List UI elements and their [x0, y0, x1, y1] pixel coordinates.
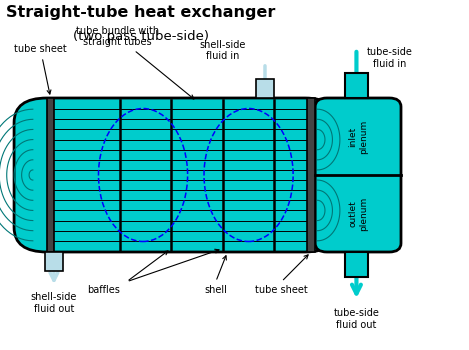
Text: shell: shell — [204, 285, 227, 295]
FancyBboxPatch shape — [315, 98, 401, 252]
FancyBboxPatch shape — [14, 98, 338, 252]
Bar — [345, 252, 368, 276]
Bar — [345, 74, 368, 98]
Bar — [307, 98, 315, 252]
Bar — [45, 252, 63, 271]
Text: tube sheet: tube sheet — [14, 44, 67, 94]
Text: tube bundle with
straight tubes: tube bundle with straight tubes — [76, 26, 194, 99]
Text: (two pass tube-side): (two pass tube-side) — [73, 30, 209, 43]
Text: outlet
plenum: outlet plenum — [348, 196, 368, 231]
Text: tube-side
fluid in: tube-side fluid in — [366, 47, 412, 69]
Text: baffles: baffles — [87, 285, 120, 295]
Text: shell-side
fluid out: shell-side fluid out — [31, 292, 77, 314]
Bar — [256, 79, 274, 98]
Text: Straight-tube heat exchanger: Straight-tube heat exchanger — [6, 5, 275, 20]
Text: tube-side
fluid out: tube-side fluid out — [333, 308, 379, 330]
Bar — [47, 98, 54, 252]
Text: inlet
plenum: inlet plenum — [348, 119, 368, 154]
Text: shell-side
fluid in: shell-side fluid in — [200, 40, 246, 61]
Text: tube sheet: tube sheet — [255, 285, 308, 295]
